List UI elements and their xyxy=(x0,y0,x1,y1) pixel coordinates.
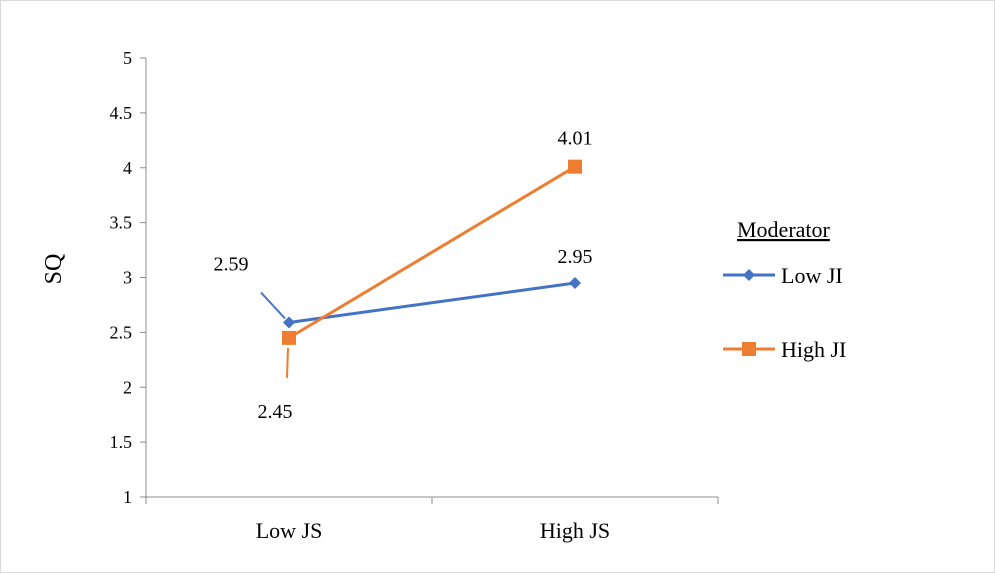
x-tick-label: Low JS xyxy=(256,518,323,543)
y-tick-label: 2 xyxy=(123,377,132,397)
axes xyxy=(145,58,718,498)
data-label: 2.59 xyxy=(214,253,249,275)
data-point xyxy=(568,159,582,174)
data-point xyxy=(282,330,296,345)
label-leader-line xyxy=(260,291,286,320)
y-tick-label: 3.5 xyxy=(110,213,133,233)
legend-title: Moderator xyxy=(737,217,831,242)
data-label: 2.95 xyxy=(558,246,593,268)
y-axis-title: SQ xyxy=(41,254,67,285)
y-tick-label: 4 xyxy=(123,158,132,178)
data-point xyxy=(283,316,295,329)
series-line xyxy=(288,281,576,324)
y-tick-label: 5 xyxy=(123,48,132,68)
data-point xyxy=(569,276,581,289)
y-tick-label: 1 xyxy=(123,487,132,507)
legend-label: High JI xyxy=(781,337,846,362)
data-label: 4.01 xyxy=(558,128,593,150)
x-ticks: Low JS High JS xyxy=(145,497,719,543)
data-label: 2.45 xyxy=(258,401,293,423)
y-tick-label: 4.5 xyxy=(110,103,133,123)
legend-marker xyxy=(742,342,756,356)
y-tick-label: 2.5 xyxy=(110,322,133,342)
y-tick-label: 1.5 xyxy=(110,432,133,452)
series-line xyxy=(288,165,576,340)
label-leader-line xyxy=(286,347,289,378)
legend: Moderator Low JI High JI xyxy=(723,217,846,362)
y-ticks: 1 1.5 2 2.5 3 3.5 4 4.5 5 xyxy=(110,48,146,507)
legend-label: Low JI xyxy=(781,263,843,288)
data-labels: 2.59 2.95 2.45 4.01 xyxy=(214,128,593,423)
y-tick-label: 3 xyxy=(123,268,132,288)
x-tick-label: High JS xyxy=(540,518,610,543)
series-layer xyxy=(282,159,582,345)
legend-marker xyxy=(743,269,755,281)
